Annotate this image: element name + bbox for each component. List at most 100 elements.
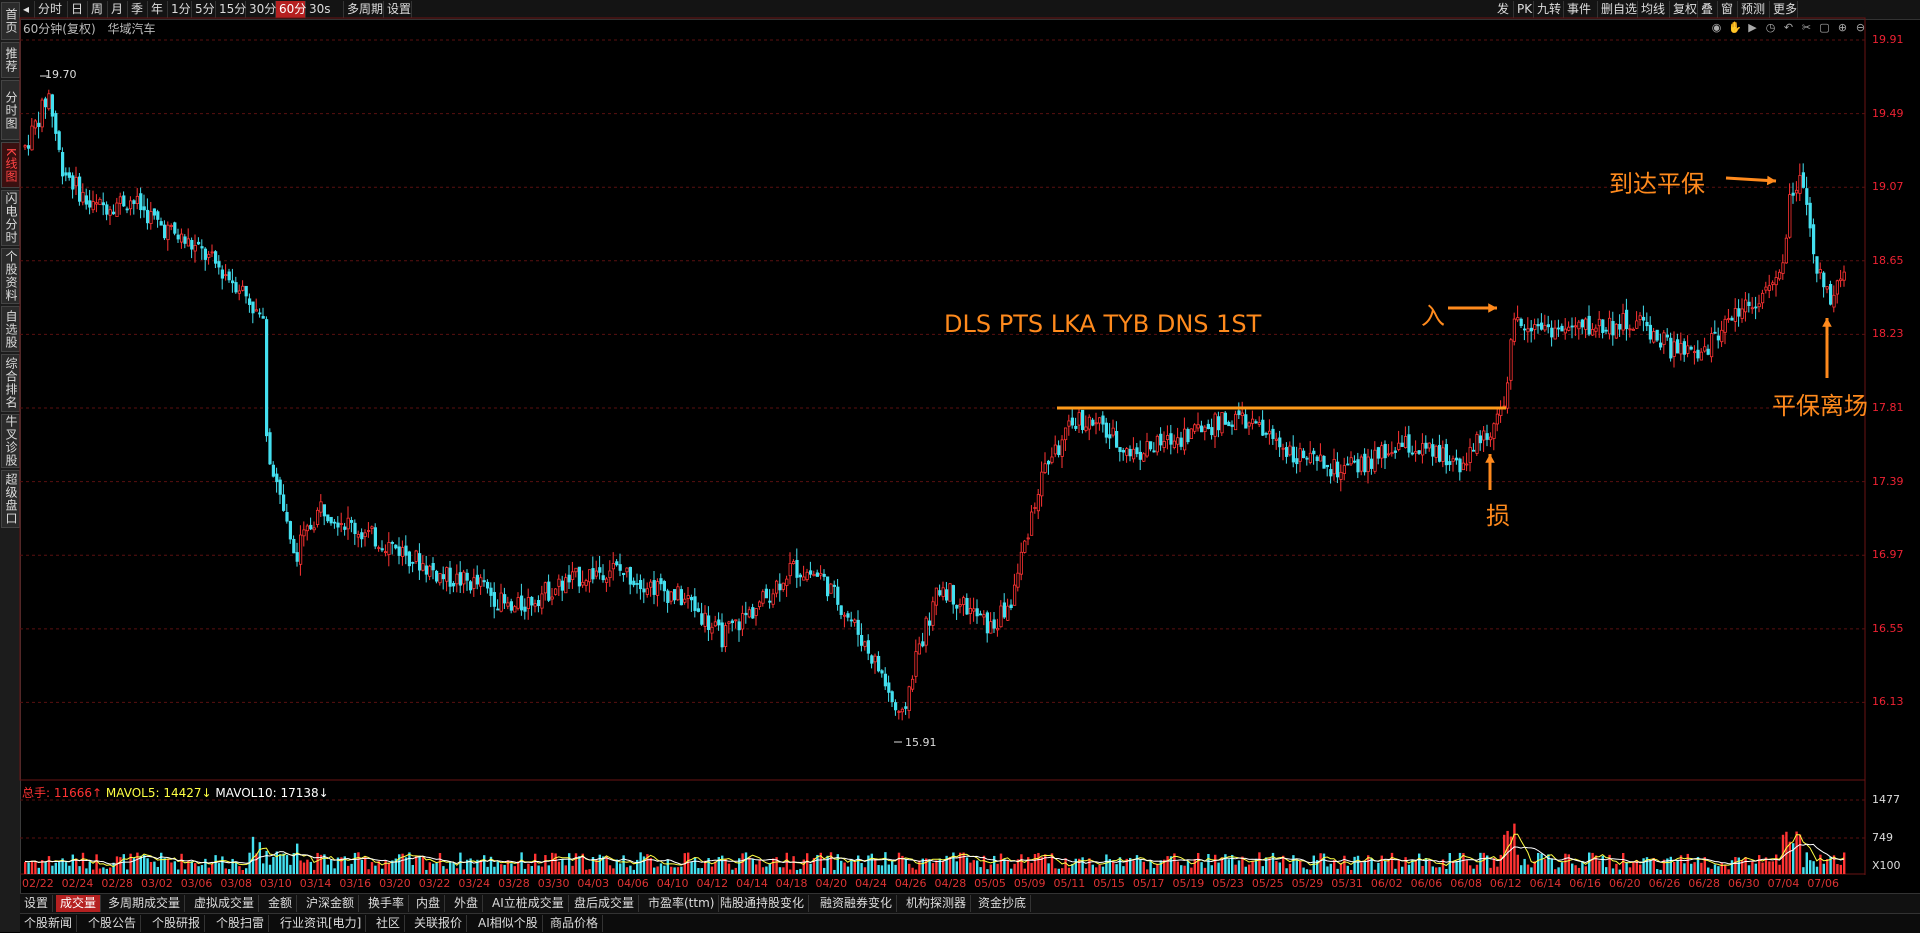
- news-tab-8[interactable]: 商品价格: [546, 915, 604, 932]
- volume-bar: [1462, 853, 1465, 874]
- candle-up: [1577, 321, 1581, 330]
- indicator-tab-14[interactable]: 机构探测器: [902, 895, 972, 912]
- indicator-tab-12[interactable]: 陆股通持股变化: [716, 895, 810, 912]
- indicator-tab-2[interactable]: 多周期成交量: [104, 895, 186, 912]
- volume-bar: [204, 858, 207, 874]
- period-1[interactable]: 日: [68, 1, 88, 18]
- candle-up: [1040, 471, 1044, 497]
- period-11[interactable]: 30s: [306, 1, 344, 18]
- tool-0[interactable]: 发: [1494, 1, 1514, 18]
- left-tab-8[interactable]: 牛叉诊股: [1, 414, 20, 468]
- tool-8[interactable]: 窗: [1718, 1, 1738, 18]
- lock-icon[interactable]: ▢: [1819, 21, 1830, 34]
- candle-down: [390, 542, 395, 544]
- volume-bar: [986, 869, 989, 874]
- eye-icon[interactable]: ◉: [1711, 21, 1722, 34]
- news-tab-0[interactable]: 个股新闻: [20, 915, 78, 932]
- news-tab-2[interactable]: 个股研报: [148, 915, 206, 932]
- tool-4[interactable]: 删自选: [1598, 1, 1638, 18]
- volume-bar: [1010, 868, 1013, 874]
- indicator-tab-4[interactable]: 金额: [264, 895, 298, 912]
- news-tab-5[interactable]: 社区: [372, 915, 406, 932]
- period-5[interactable]: 年: [148, 1, 168, 18]
- scissors-icon[interactable]: ✂: [1801, 21, 1812, 34]
- tool-10[interactable]: 更多: [1770, 1, 1798, 18]
- period-10[interactable]: 60分: [276, 1, 306, 18]
- volume-bar: [1475, 864, 1479, 874]
- tool-9[interactable]: 预测: [1738, 1, 1770, 18]
- indicator-tab-13[interactable]: 融资融券变化: [816, 895, 898, 912]
- clock-icon[interactable]: ◷: [1765, 21, 1776, 34]
- hand-icon[interactable]: ✋: [1728, 21, 1742, 34]
- indicator-tab-9[interactable]: AI立桩成交量: [488, 895, 569, 912]
- indicator-tab-3[interactable]: 虚拟成交量: [190, 895, 260, 912]
- period-0[interactable]: 分时: [35, 1, 68, 18]
- tool-6[interactable]: 复权: [1670, 1, 1698, 18]
- volume-bar: [976, 860, 979, 874]
- indicator-tab-5[interactable]: 沪深金额: [302, 895, 360, 912]
- tool-2[interactable]: 九转: [1534, 1, 1564, 18]
- volume-bar: [1554, 869, 1557, 874]
- candle-up: [1308, 452, 1312, 463]
- period-3[interactable]: 月: [108, 1, 128, 18]
- volume-bar: [146, 858, 149, 874]
- left-tab-5[interactable]: 个股资料: [1, 248, 20, 304]
- period-6[interactable]: 1分: [168, 1, 192, 18]
- volume-bar: [585, 869, 588, 874]
- candle-down: [720, 622, 724, 648]
- news-tab-4[interactable]: 行业资讯[电力]: [276, 915, 367, 932]
- candle-up: [1213, 413, 1217, 437]
- news-tab-3[interactable]: 个股扫雷: [212, 915, 270, 932]
- news-tab-6[interactable]: 关联报价: [410, 915, 468, 932]
- indicator-tab-0[interactable]: 设置: [20, 895, 54, 912]
- volume-bar: [1149, 861, 1152, 874]
- candle-down: [1261, 419, 1265, 436]
- candle-down: [904, 706, 908, 709]
- indicator-tab-15[interactable]: 资金抄底: [974, 895, 1032, 912]
- candle-down: [1210, 427, 1214, 436]
- period-13[interactable]: 设置: [384, 1, 412, 18]
- tool-1[interactable]: PK: [1514, 1, 1534, 18]
- period-7[interactable]: 5分: [192, 1, 216, 18]
- tool-5[interactable]: 均线: [1638, 1, 1670, 18]
- tool-7[interactable]: 叠: [1698, 1, 1718, 18]
- volume-bar: [1054, 868, 1057, 874]
- candle-down: [1665, 334, 1669, 338]
- candle-up: [1733, 308, 1737, 322]
- volume-bar: [1809, 860, 1812, 874]
- volume-bar: [1843, 852, 1846, 874]
- period-8[interactable]: 15分: [216, 1, 246, 18]
- zoom-out-icon[interactable]: ⊖: [1855, 21, 1866, 34]
- indicator-tab-10[interactable]: 盘后成交量: [570, 895, 640, 912]
- period-12[interactable]: 多周期: [344, 1, 384, 18]
- candle-down: [1047, 460, 1051, 465]
- volume-tick: X100: [1872, 859, 1901, 872]
- news-tab-1[interactable]: 个股公告: [84, 915, 142, 932]
- indicator-tab-1[interactable]: 成交量: [56, 895, 102, 912]
- play-icon[interactable]: ▶: [1748, 21, 1757, 34]
- tool-3[interactable]: 事件: [1564, 1, 1598, 18]
- candle-up: [1268, 430, 1272, 435]
- period-4[interactable]: 季: [128, 1, 148, 18]
- indicator-tab-11[interactable]: 市盈率(ttm): [644, 895, 720, 912]
- volume-bar: [1030, 862, 1033, 874]
- indicator-tab-7[interactable]: 内盘: [412, 895, 446, 912]
- zoom-in-icon[interactable]: ⊕: [1837, 21, 1848, 34]
- period-2[interactable]: 周: [88, 1, 108, 18]
- candle-down: [1254, 421, 1258, 424]
- candle-down: [679, 589, 684, 606]
- left-tab-7[interactable]: 综合排名: [1, 354, 20, 412]
- candle-down: [88, 200, 92, 208]
- period-9[interactable]: 30分: [246, 1, 276, 18]
- candle-up: [843, 614, 847, 617]
- news-tab-7[interactable]: AI相似个股: [474, 915, 543, 932]
- indicator-tab-8[interactable]: 外盘: [450, 895, 484, 912]
- candle-down: [1550, 327, 1554, 338]
- left-tab-9[interactable]: 超级盘口: [1, 470, 20, 528]
- left-tab-0[interactable]: 首页: [1, 2, 20, 40]
- volume-bar: [1044, 854, 1047, 874]
- undo-icon[interactable]: ↶: [1783, 21, 1794, 34]
- indicator-tab-6[interactable]: 换手率: [364, 895, 410, 912]
- toolbar-menu-icon[interactable]: ◂: [20, 1, 35, 18]
